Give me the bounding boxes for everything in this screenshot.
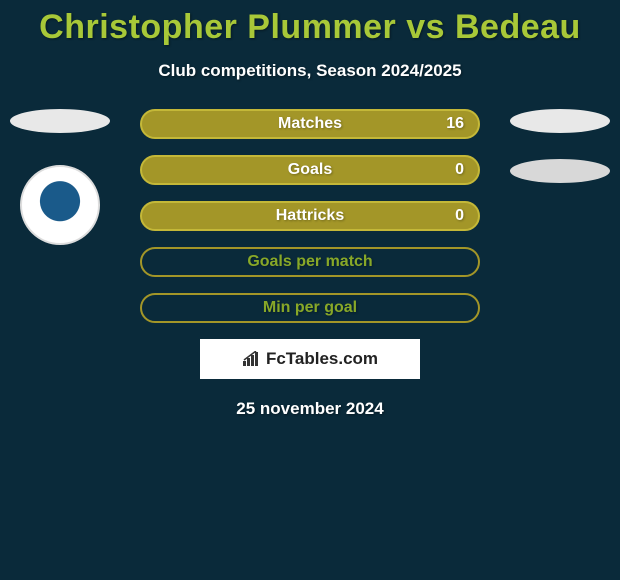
stat-label: Matches [278, 115, 342, 133]
club-badge-icon [20, 165, 100, 245]
player-slot-left [10, 109, 110, 133]
stat-row: Hattricks 0 [140, 201, 480, 231]
stat-row: Goals per match [140, 247, 480, 277]
brand-text: FcTables.com [266, 349, 378, 369]
stat-value: 0 [455, 207, 464, 225]
stat-value: 16 [446, 115, 464, 133]
stat-label: Goals [288, 161, 332, 179]
brand-box: FcTables.com [200, 339, 420, 379]
stat-row: Goals 0 [140, 155, 480, 185]
date-line: 25 november 2024 [0, 399, 620, 419]
comparison-panel: Matches 16 Goals 0 Hattricks 0 Goals per match… [0, 109, 620, 419]
stat-row: Matches 16 [140, 109, 480, 139]
stat-row: Min per goal [140, 293, 480, 323]
player-slot-right-1 [510, 109, 610, 133]
stat-label: Goals per match [247, 253, 372, 271]
brand-chart-icon [242, 351, 262, 367]
stats-list: Matches 16 Goals 0 Hattricks 0 Goals per match… [140, 109, 480, 323]
player-slot-right-2 [510, 159, 610, 183]
stat-label: Min per goal [263, 299, 357, 317]
page-subtitle: Club competitions, Season 2024/2025 [0, 61, 620, 81]
stat-label: Hattricks [276, 207, 344, 225]
stat-value: 0 [455, 161, 464, 179]
page-title: Christopher Plummer vs Bedeau [0, 0, 620, 47]
